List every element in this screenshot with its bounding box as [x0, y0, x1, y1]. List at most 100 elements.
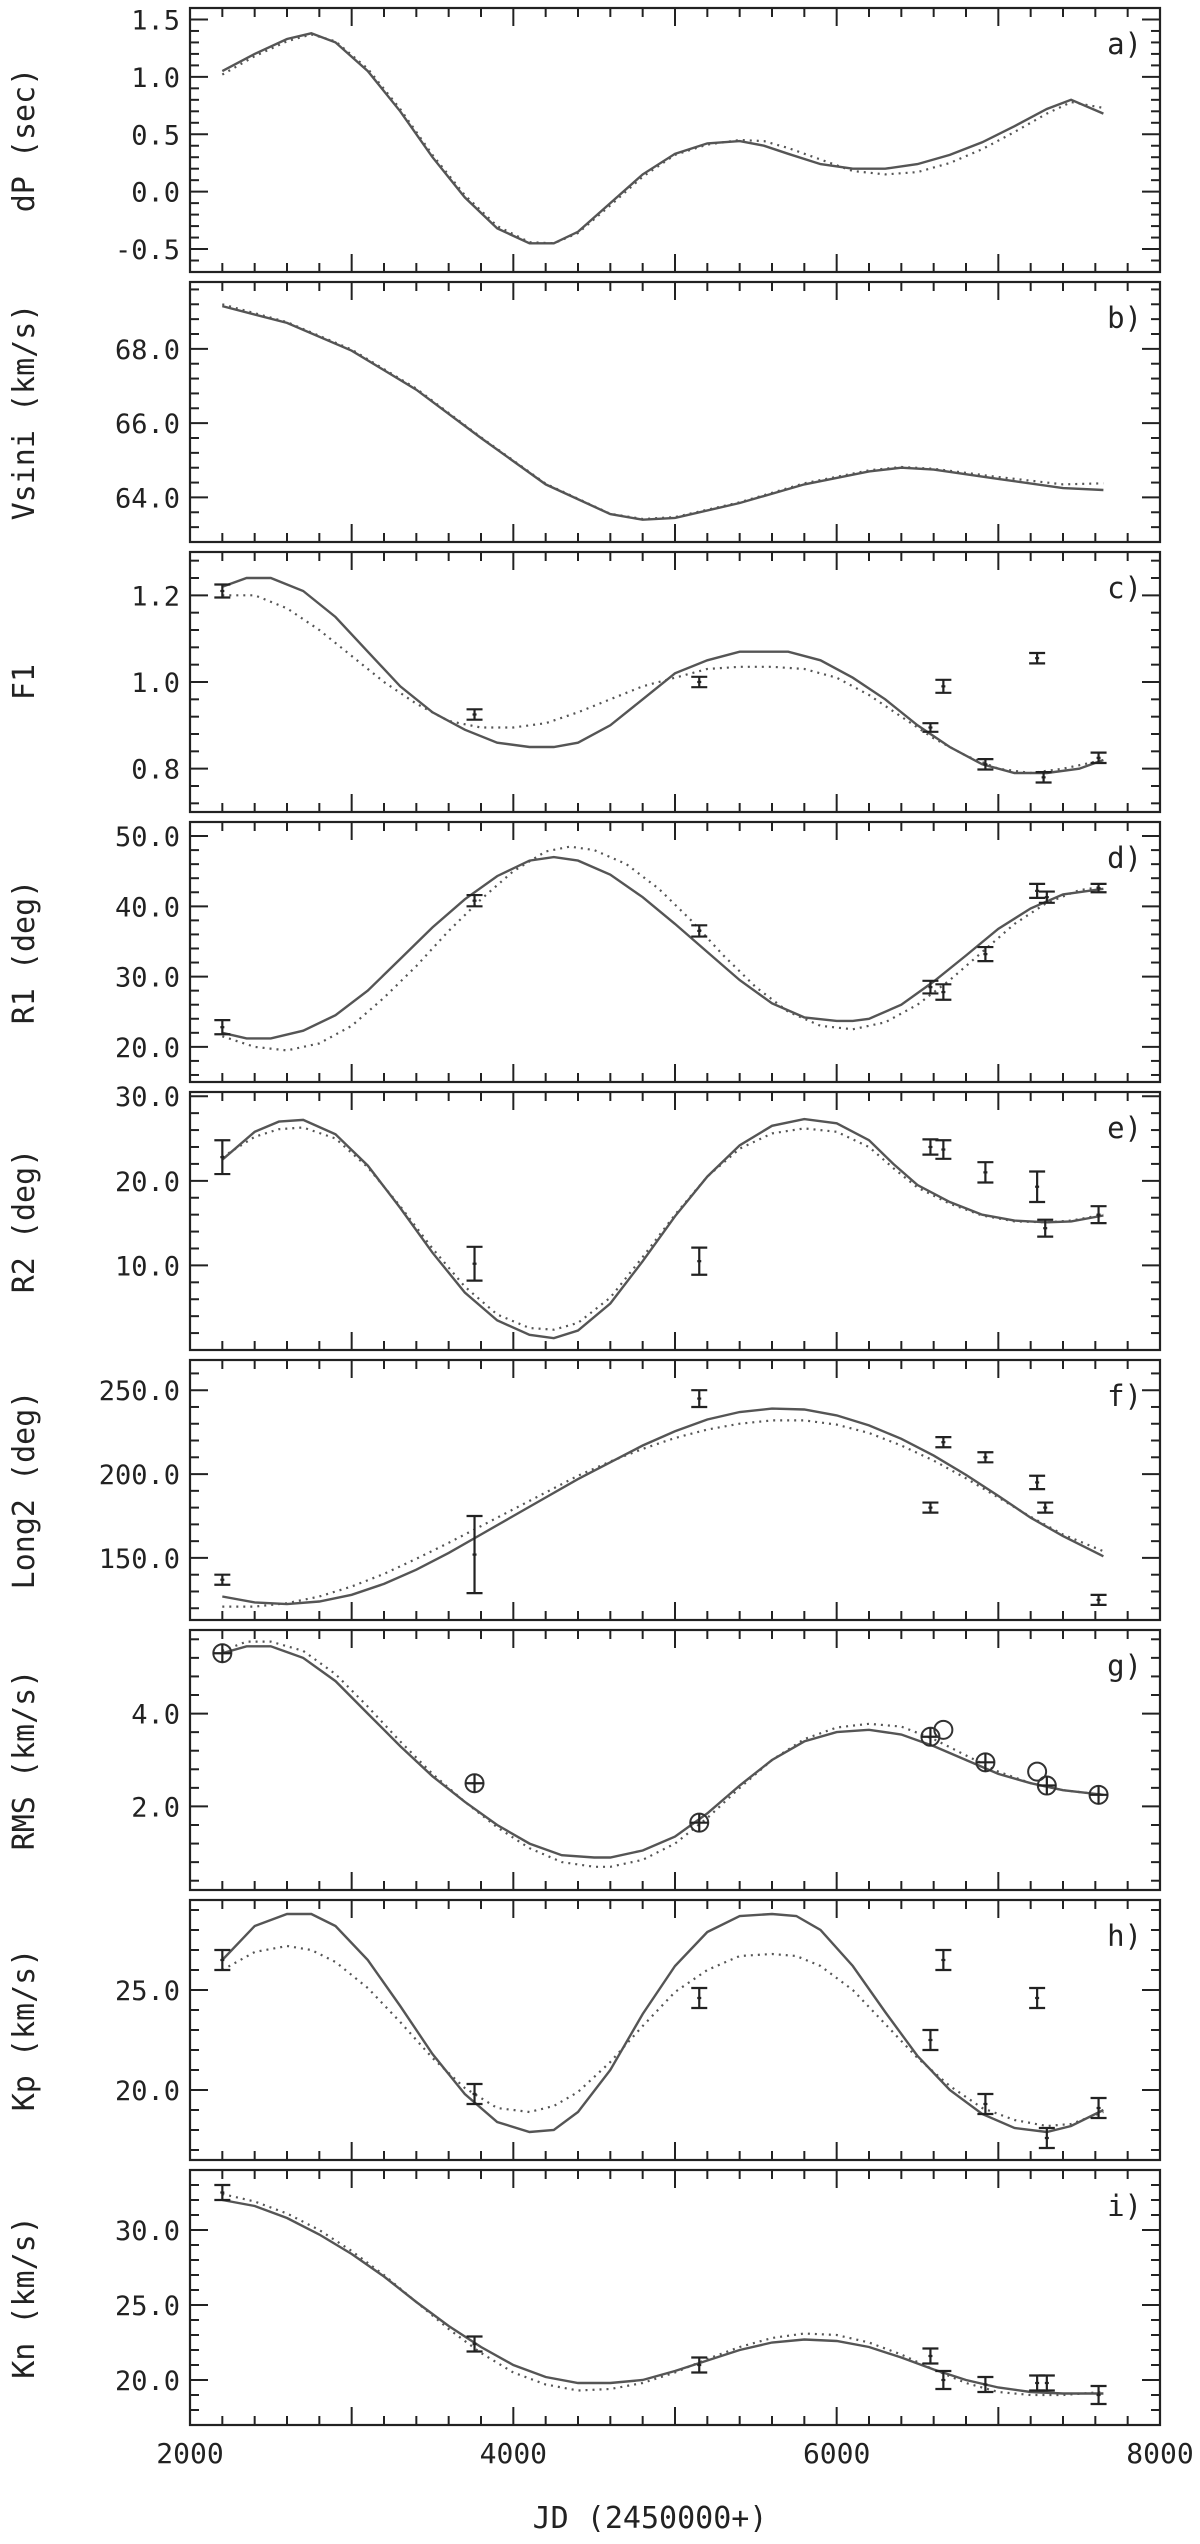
data-point: [691, 1246, 708, 1276]
x-axis-label: JD (2450000+): [533, 2501, 768, 2536]
data-point: [214, 1019, 231, 1036]
panel-frame: [188, 1358, 1162, 1622]
panel-tag: f): [1107, 1379, 1142, 1413]
data-point: [691, 675, 708, 689]
data-point: [214, 1948, 231, 1972]
data-point: [214, 583, 231, 599]
y-tick-label: 20.0: [115, 2076, 180, 2107]
panel-frame: [188, 280, 1162, 544]
data-point: [214, 1573, 231, 1586]
y-tick-label: 4.0: [131, 1700, 180, 1731]
data-point: [212, 1643, 233, 1664]
solid-model-curve: [221, 1645, 1104, 1859]
panel-tag: e): [1107, 1111, 1142, 1145]
panel-tag: g): [1107, 1649, 1142, 1683]
data-point: [935, 1948, 952, 1972]
data-point: [935, 2369, 952, 2391]
solid-model-curve: [221, 304, 1104, 521]
y-axis-label: RMS (km/s): [7, 1670, 42, 1851]
data-point: [922, 1138, 939, 1156]
data-point: [214, 1139, 231, 1176]
panel-c: 0.8 1.0 1.2 F1 c): [7, 550, 1162, 814]
panel-d: 20.0 30.0 40.0 50.0 R1 (deg) d): [7, 820, 1162, 1084]
y-tick-label: 200.0: [99, 1460, 180, 1491]
data-point: [922, 1501, 939, 1514]
data-point: [1088, 1784, 1109, 1805]
data-point: [466, 2335, 483, 2353]
data-point: [1029, 1474, 1046, 1491]
y-axis-label: Vsini (km/s): [7, 304, 42, 521]
data-point: [935, 1436, 952, 1449]
x-tick-label: 4000: [480, 2437, 547, 2470]
panel-tag: d): [1107, 841, 1142, 875]
y-axis-label: dP (sec): [7, 68, 42, 213]
y-axis-label: Long2 (deg): [7, 1391, 42, 1590]
solid-model-curve: [221, 1912, 1104, 2134]
y-axis-label: R1 (deg): [7, 880, 42, 1025]
solid-model-curve: [222, 855, 1104, 1040]
x-tick-label: 8000: [1126, 2437, 1193, 2470]
x-tick-label: 2000: [156, 2437, 223, 2470]
panel-b: 64.0 66.0 68.0 Vsini (km/s) b): [7, 280, 1162, 544]
panel-tag: c): [1107, 571, 1142, 605]
solid-model-curve: [221, 32, 1104, 245]
y-tick-label: 40.0: [115, 892, 180, 923]
dotted-model-curve: [221, 845, 1104, 1052]
data-point: [922, 722, 939, 733]
y-tick-label: 30.0: [115, 2216, 180, 2247]
data-point: [1090, 751, 1107, 765]
data-point: [691, 2356, 708, 2374]
y-axis-label: F1: [7, 664, 42, 700]
data-point: [1037, 1218, 1054, 1238]
y-tick-label: 0.5: [131, 120, 180, 151]
panel-i: 20.0 25.0 30.0 Kn (km/s) i): [7, 2168, 1162, 2427]
solid-model-curve: [221, 576, 1104, 775]
point-circle: [1027, 1761, 1048, 1782]
dotted-model-curve: [221, 1944, 1104, 2128]
point-circle: [933, 1719, 954, 1740]
data-point: [977, 945, 994, 963]
data-point: [466, 1514, 483, 1595]
panel-tag: i): [1107, 2189, 1142, 2223]
data-point: [935, 1139, 952, 1160]
y-tick-label: 20.0: [115, 2366, 180, 2397]
data-point: [691, 1986, 708, 2010]
y-tick-label: 0.8: [131, 755, 180, 786]
solid-model-curve: [221, 1117, 1104, 1340]
data-point: [691, 924, 708, 938]
data-point: [214, 2183, 231, 2202]
y-tick-label: 68.0: [115, 335, 180, 366]
panel-tag: a): [1107, 27, 1142, 61]
data-point: [922, 2028, 939, 2052]
data-point: [1090, 2384, 1107, 2406]
y-tick-label: 10.0: [115, 1251, 180, 1282]
data-point: [689, 1812, 710, 1833]
data-point: [1029, 1170, 1046, 1204]
y-axis-label: R2 (deg): [7, 1149, 42, 1294]
data-point: [1038, 2126, 1055, 2150]
data-point: [1029, 1986, 1046, 2010]
y-tick-label: 2.0: [131, 1792, 180, 1823]
data-point: [935, 983, 952, 1001]
data-point: [466, 893, 483, 908]
data-point: [464, 1773, 485, 1794]
data-point: [977, 2375, 994, 2394]
data-point: [466, 708, 483, 721]
data-point: [1090, 1205, 1107, 1225]
dotted-model-curve: [221, 33, 1104, 245]
data-point: [1029, 651, 1046, 665]
data-point: [922, 2347, 939, 2365]
data-point: [691, 1389, 708, 1409]
y-tick-label: -0.5: [115, 235, 180, 266]
data-point: [977, 758, 994, 771]
dotted-model-curve: [221, 1126, 1104, 1331]
y-tick-label: 66.0: [115, 409, 180, 440]
dotted-model-curve: [222, 303, 1104, 521]
data-point: [1090, 2096, 1107, 2120]
y-tick-label: 20.0: [115, 1033, 180, 1064]
y-tick-label: 1.2: [131, 581, 180, 612]
data-point: [1038, 890, 1055, 904]
data-point: [933, 1719, 954, 1740]
y-tick-label: 30.0: [115, 963, 180, 994]
